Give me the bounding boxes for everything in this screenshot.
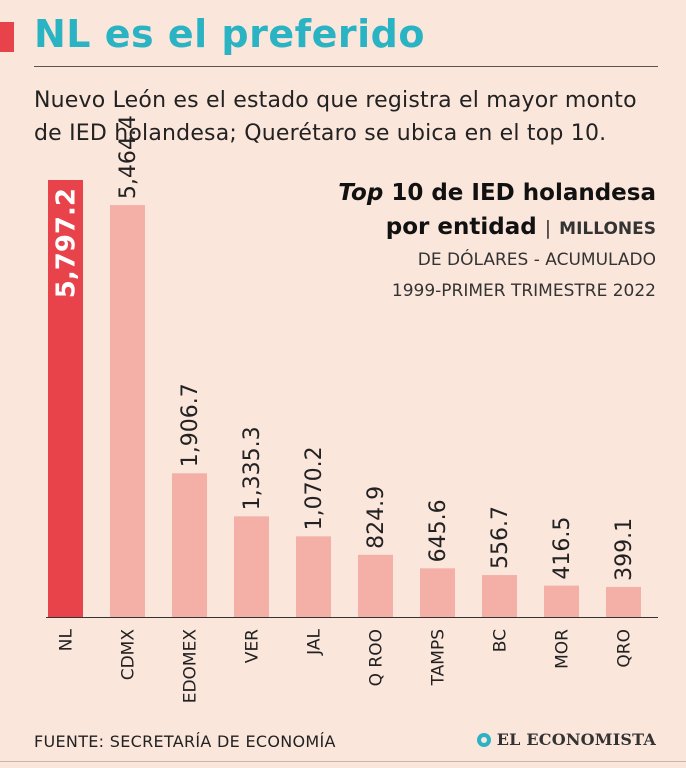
publisher-logo: EL ECONOMISTA	[476, 730, 656, 749]
category-label: BC	[491, 629, 511, 652]
bar-tamps	[420, 568, 455, 617]
data-label: 399.1	[612, 518, 637, 581]
category-label: EDOMEX	[181, 629, 201, 704]
data-label: 556.7	[488, 506, 513, 569]
category-label: JAL	[305, 628, 325, 655]
chart-unit-line1: MILLONES	[559, 219, 656, 239]
data-label: 824.9	[364, 486, 389, 549]
category-label: MOR	[553, 629, 573, 669]
accent-bar	[0, 22, 14, 52]
bar-ver	[234, 516, 269, 617]
category-label: Q ROO	[367, 629, 387, 686]
bar-q-roo	[358, 554, 393, 617]
chart-title-italic: Top	[338, 180, 384, 206]
category-label: NL	[57, 628, 77, 651]
bar-mor	[544, 585, 579, 617]
chart-title-line1: Top 10 de IED holandesa	[338, 176, 656, 210]
bar-jal	[296, 536, 331, 617]
chart-title-line2: por entidad	[385, 214, 537, 240]
chart-title-line2-row: por entidad | MILLONES	[338, 210, 656, 245]
bottom-divider	[0, 761, 686, 762]
source-note: FUENTE: SECRETARÍA DE ECONOMÍA	[34, 732, 336, 751]
title-divider	[34, 66, 658, 67]
data-label: 1,335.3	[240, 426, 265, 510]
chart-heading: Top 10 de IED holandesa por entidad | MI…	[338, 176, 656, 307]
chart-unit-line3: 1999-PRIMER TRIMESTRE 2022	[391, 281, 656, 301]
logo-text: EL ECONOMISTA	[496, 730, 656, 749]
data-label: 1,906.7	[178, 383, 203, 467]
logo-mark-icon	[476, 732, 491, 747]
category-label: QRO	[615, 629, 635, 668]
data-label: 5,797.2	[52, 188, 82, 298]
chart-title-rest: 10 de IED holandesa	[391, 180, 656, 206]
data-label: 5,464.4	[116, 115, 141, 199]
bar-bc	[482, 575, 517, 617]
chart-unit-line2: DE DÓLARES - ACUMULADO	[417, 250, 656, 270]
page-title: NL es el preferido	[34, 12, 425, 56]
category-label: CDMX	[119, 629, 139, 681]
category-label: TAMPS	[429, 629, 449, 686]
bar-qro	[606, 586, 641, 617]
data-label: 416.5	[550, 517, 575, 580]
chart-title-separator: |	[544, 217, 552, 239]
data-label: 1,070.2	[302, 446, 327, 530]
data-label: 645.6	[426, 499, 451, 562]
bar-nl	[48, 180, 83, 617]
category-label: VER	[243, 629, 263, 663]
subtitle: Nuevo León es el estado que registra el …	[34, 88, 637, 146]
bar-cdmx	[110, 205, 145, 618]
bar-edomex	[172, 473, 207, 617]
